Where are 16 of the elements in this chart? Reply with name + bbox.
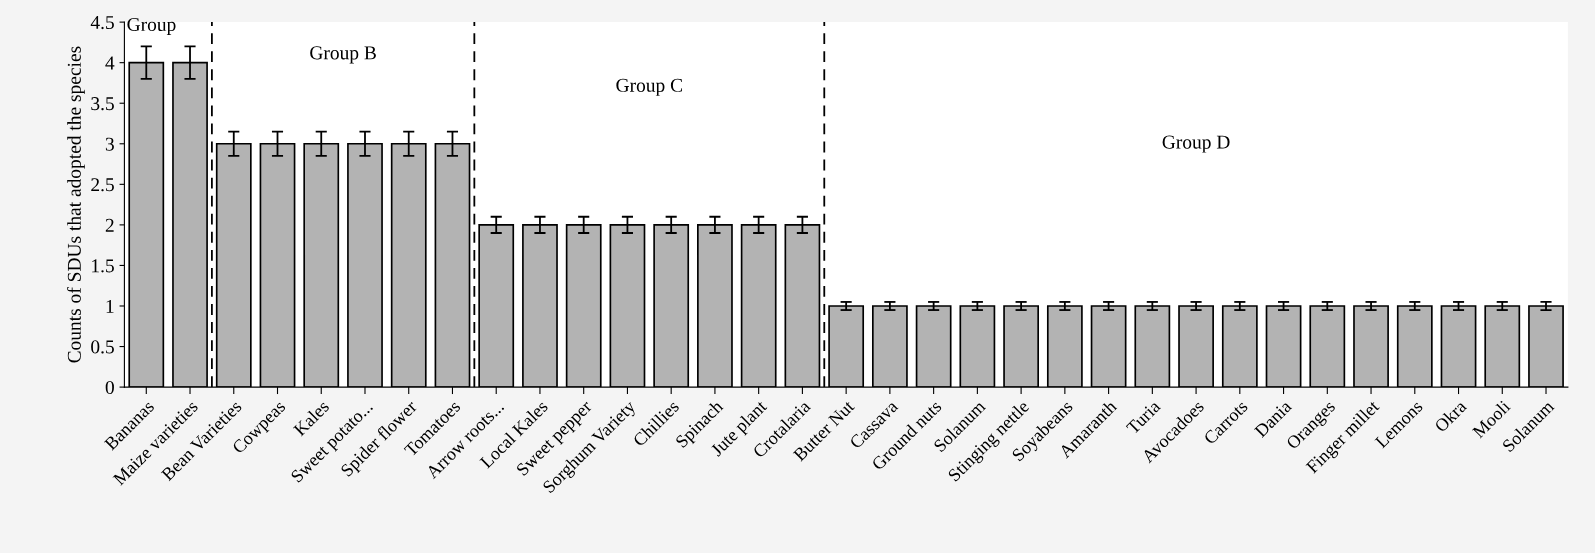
y-tick-label: 2	[105, 218, 114, 232]
y-tick-label: 0	[105, 380, 114, 395]
y-tick-label: 1	[106, 299, 114, 313]
y-tick-label: 1.5	[92, 259, 114, 273]
annotation: Group C	[616, 78, 682, 96]
y-axis-title: Counts of SDUs that adopted the species	[67, 46, 85, 363]
y-tick-label: 4.5	[90, 16, 114, 30]
annotation: Group D	[1162, 135, 1230, 153]
x-tick-label: Okra	[1433, 399, 1468, 433]
y-tick-label: 0.5	[91, 340, 114, 354]
y-tick-label: 4	[105, 56, 115, 70]
annotation: Group B	[310, 46, 376, 64]
annotation: Group	[127, 17, 176, 35]
y-tick-label: 2.5	[91, 178, 114, 192]
y-tick-label: 3.5	[91, 97, 114, 111]
y-tick-label: 3	[105, 137, 114, 151]
